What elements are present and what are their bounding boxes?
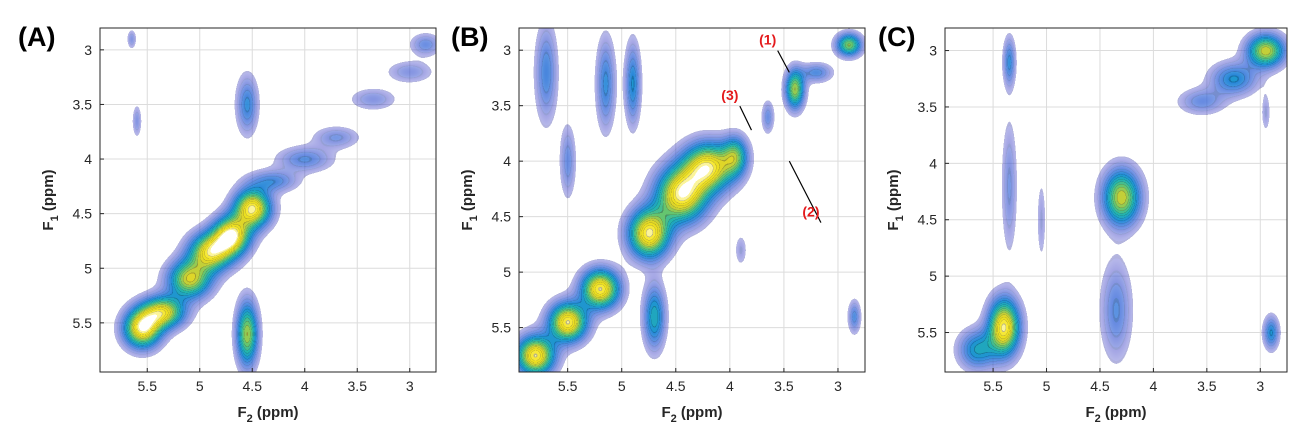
x-tick-label: 4 xyxy=(726,378,734,394)
y-tick-label: 3 xyxy=(929,43,937,59)
x-tick-label: 3.5 xyxy=(1197,378,1217,394)
x-tick-label: 3 xyxy=(1256,378,1264,394)
x-tick-label: 5.5 xyxy=(138,378,158,394)
panel-3: 5.5 5 4.5 4 3.5 3 3 3.5 4 4.5 5 5.5 F2 (ppm) F1 (ppm)… xyxy=(878,22,1288,425)
panel-1: 5.5 5 4.5 4 3.5 3 3 3.5 4 4.5 5 5.5 F2 (ppm) F1 (ppm)… xyxy=(18,22,437,425)
x-tick-label: 5.5 xyxy=(983,378,1003,394)
panel-label: (B) xyxy=(451,22,488,52)
y-tick-label: 3.5 xyxy=(492,98,512,114)
y-tick-label: 4.5 xyxy=(492,209,512,225)
y-tick-label: 4 xyxy=(503,153,511,169)
peak-annotation: (1) xyxy=(759,32,776,48)
spectrum-contours xyxy=(945,28,1287,372)
x-tick-label: 4.5 xyxy=(666,378,686,394)
x-tick-label: 4 xyxy=(301,378,309,394)
y-tick-label: 4.5 xyxy=(918,212,938,228)
y-axis-label: F1 (ppm) xyxy=(885,169,906,230)
panel-label: (A) xyxy=(18,22,55,52)
annotation-leader-line xyxy=(788,160,822,223)
y-tick-label: 5 xyxy=(84,260,92,276)
x-tick-label: 3 xyxy=(834,378,842,394)
y-axis-label: F1 (ppm) xyxy=(40,169,61,230)
y-tick-label: 3 xyxy=(503,42,511,58)
panel-label: (C) xyxy=(878,22,915,52)
spectrum-contours xyxy=(100,28,436,372)
y-tick-label: 5 xyxy=(929,268,937,284)
x-tick-label: 4 xyxy=(1150,378,1158,394)
x-tick-label: 3.5 xyxy=(774,378,794,394)
y-tick-label: 4 xyxy=(84,151,92,167)
y-axis-label: F1 (ppm) xyxy=(459,169,480,230)
y-tick-label: 5.5 xyxy=(918,325,938,341)
x-tick-label: 3.5 xyxy=(348,378,368,394)
axes-frame xyxy=(518,27,866,373)
annotation-leader-line xyxy=(777,50,790,73)
y-tick-label: 5.5 xyxy=(73,315,93,331)
peak-annotation: (3) xyxy=(721,87,738,103)
peak-annotation: (2) xyxy=(802,204,819,220)
x-tick-label: 4.5 xyxy=(243,378,263,394)
x-tick-label: 5 xyxy=(1043,378,1051,394)
y-tick-label: 3.5 xyxy=(73,96,93,112)
x-tick-label: 4.5 xyxy=(1090,378,1110,394)
axes-frame xyxy=(99,27,437,373)
x-tick-label: 5 xyxy=(196,378,204,394)
x-axis-label: F2 (ppm) xyxy=(237,404,298,425)
axes-frame xyxy=(944,27,1288,373)
y-tick-label: 4.5 xyxy=(73,206,93,222)
x-axis-label: F2 (ppm) xyxy=(1085,404,1146,425)
annotation-leader-line xyxy=(739,105,753,131)
x-axis-label: F2 (ppm) xyxy=(661,404,722,425)
y-tick-label: 5.5 xyxy=(492,320,512,336)
x-tick-label: 5.5 xyxy=(558,378,578,394)
y-tick-label: 5 xyxy=(503,264,511,280)
panel-2: 5.5 5 4.5 4 3.5 3 3 3.5 4 4.5 5 5.5 F2 (ppm) F1 (ppm)… xyxy=(451,22,866,425)
x-tick-label: 5 xyxy=(618,378,626,394)
y-tick-label: 3.5 xyxy=(918,99,938,115)
x-tick-label: 3 xyxy=(406,378,414,394)
y-tick-label: 3 xyxy=(84,42,92,58)
spectrum-contours xyxy=(519,28,865,372)
y-tick-label: 4 xyxy=(929,155,937,171)
